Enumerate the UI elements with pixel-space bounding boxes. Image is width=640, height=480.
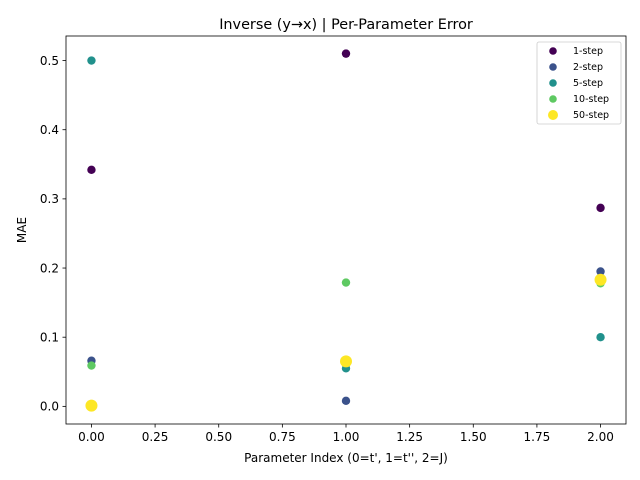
data-point: [87, 361, 96, 370]
y-axis-ticks: 0.0 0.1 0.2 0.3 0.4 0.5: [40, 54, 66, 414]
data-point: [596, 333, 605, 342]
legend-marker: [549, 63, 557, 71]
y-axis-label: MAE: [15, 217, 29, 243]
data-point: [85, 399, 98, 412]
data-point: [341, 396, 351, 406]
series-50-step: [85, 273, 607, 412]
y-tick-label: 0.4: [40, 123, 59, 137]
y-tick-label: 0.5: [40, 54, 59, 68]
data-point: [87, 165, 96, 175]
legend-label: 5-step: [573, 78, 603, 89]
legend-marker: [549, 79, 557, 87]
y-tick-label: 0.1: [40, 331, 59, 345]
x-tick-label: 0.00: [78, 430, 105, 444]
data-point: [596, 203, 605, 213]
series-1-step: [87, 49, 605, 213]
y-tick-label: 0.3: [40, 192, 59, 206]
plot-area: [85, 49, 607, 412]
data-point: [340, 355, 352, 368]
x-tick-label: 1.75: [524, 430, 551, 444]
legend-label: 1-step: [573, 46, 603, 57]
y-tick-label: 0.0: [40, 400, 59, 414]
x-tick-label: 0.50: [205, 430, 232, 444]
x-axis-ticks: 0.00 0.25 0.50 0.75 1.00 1.25 1.50 1.75 2.00: [78, 424, 614, 444]
series-2-step: [87, 267, 605, 406]
legend-marker: [549, 47, 557, 55]
data-point: [596, 267, 605, 276]
legend-label: 2-step: [573, 62, 603, 73]
x-tick-label: 1.00: [333, 430, 360, 444]
legend-marker: [548, 110, 558, 120]
data-point: [341, 278, 351, 287]
chart-title: Inverse (y→x) | Per-Parameter Error: [219, 17, 473, 33]
axes-frame: [65, 35, 627, 425]
x-tick-label: 2.00: [587, 430, 614, 444]
data-point: [341, 49, 351, 58]
data-point: [594, 273, 607, 286]
legend-label: 10-step: [573, 94, 609, 105]
x-tick-label: 0.25: [142, 430, 169, 444]
x-tick-label: 0.75: [269, 430, 296, 444]
y-tick-label: 0.2: [40, 261, 59, 275]
legend-label: 50-step: [573, 110, 609, 121]
legend-frame: [536, 41, 622, 125]
x-tick-label: 1.25: [396, 430, 423, 444]
legend: 1-step 2-step 5-step 10-step 50-step: [536, 41, 622, 125]
legend-marker: [549, 95, 557, 103]
x-axis-label: Parameter Index (0=t', 1=t'', 2=J): [244, 451, 448, 465]
x-tick-label: 1.50: [460, 430, 487, 444]
data-point: [87, 56, 96, 65]
